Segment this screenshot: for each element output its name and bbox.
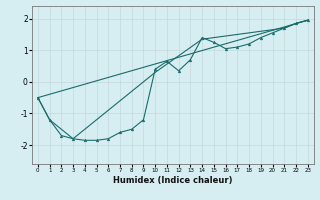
- X-axis label: Humidex (Indice chaleur): Humidex (Indice chaleur): [113, 176, 233, 185]
